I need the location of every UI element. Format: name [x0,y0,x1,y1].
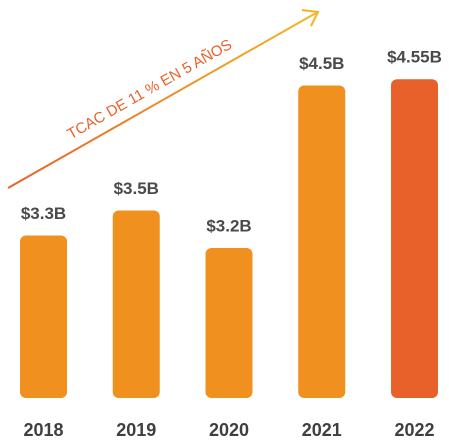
value-label: $4.55B [387,48,442,67]
x-tick-label: 2018 [23,420,63,440]
annotation: TCAC DE 11 % EN 5 AÑOS [64,36,235,143]
bar [391,79,438,398]
value-label: $3.3B [21,204,66,223]
trend-arrow [7,12,317,189]
value-label: $4.5B [299,54,344,73]
x-tick-label: 2020 [209,420,249,440]
value-label: $3.2B [206,216,251,235]
x-tick-label: 2022 [394,420,434,440]
bar [205,248,253,398]
bar [298,85,346,398]
value-label: $3.5B [114,179,159,198]
bar [20,235,67,398]
x-tick-label: 2019 [116,420,156,440]
x-tick-label: 2021 [302,420,342,440]
bar [112,210,160,398]
arrow-head [301,9,320,27]
